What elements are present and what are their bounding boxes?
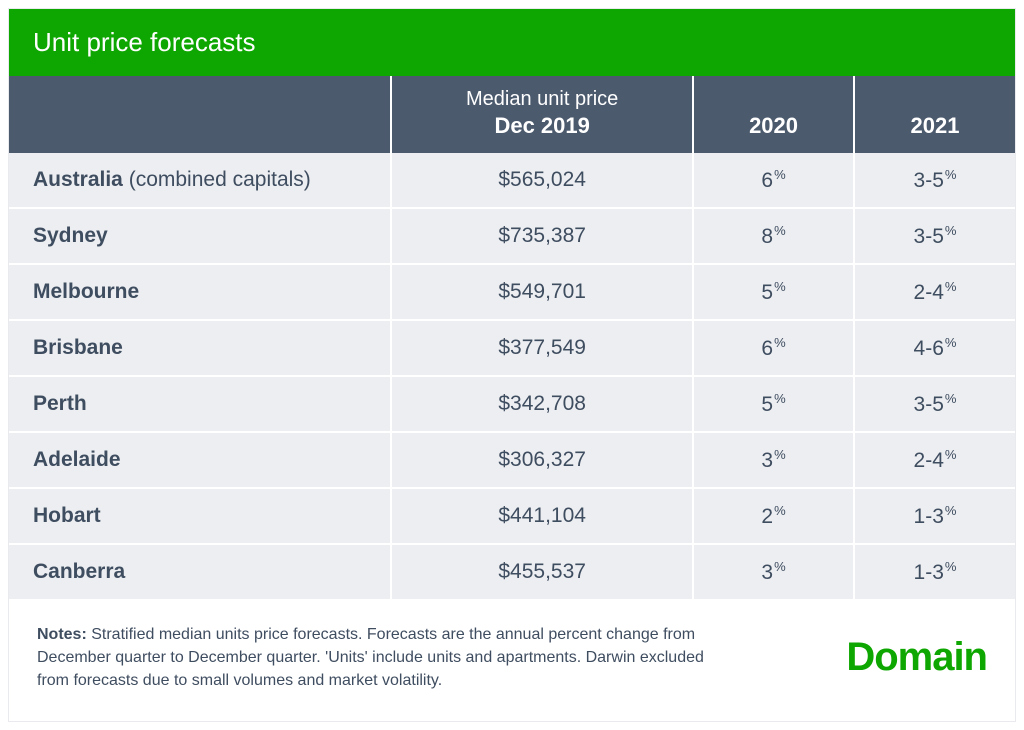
cell-price: $549,701 [391, 264, 693, 320]
table-body: Australia (combined capitals)$565,0246%3… [9, 153, 1015, 599]
table-row: Canberra$455,5373%1-3% [9, 544, 1015, 599]
cell-price: $377,549 [391, 320, 693, 376]
cell-location: Perth [9, 376, 391, 432]
forecast-card: Unit price forecasts Median unit price D… [8, 8, 1016, 722]
cell-location: Sydney [9, 208, 391, 264]
cell-2020: 2% [693, 488, 854, 544]
table-row: Brisbane$377,5496%4-6% [9, 320, 1015, 376]
notes-label: Notes: [37, 626, 87, 643]
cell-2021: 3-5% [854, 208, 1015, 264]
cell-price: $455,537 [391, 544, 693, 599]
col-location [9, 76, 391, 153]
cell-price: $565,024 [391, 153, 693, 208]
cell-location: Adelaide [9, 432, 391, 488]
cell-2020: 5% [693, 376, 854, 432]
col-2020: 2020 [693, 76, 854, 153]
table-row: Australia (combined capitals)$565,0246%3… [9, 153, 1015, 208]
cell-2020: 3% [693, 544, 854, 599]
cell-2020: 6% [693, 153, 854, 208]
cell-2021: 1-3% [854, 488, 1015, 544]
cell-location: Brisbane [9, 320, 391, 376]
cell-2021: 4-6% [854, 320, 1015, 376]
cell-location: Melbourne [9, 264, 391, 320]
cell-2020: 6% [693, 320, 854, 376]
col-2021: 2021 [854, 76, 1015, 153]
cell-location: Australia (combined capitals) [9, 153, 391, 208]
col-median-line2: Dec 2019 [402, 113, 682, 139]
table-row: Melbourne$549,7015%2-4% [9, 264, 1015, 320]
notes: Notes: Stratified median units price for… [37, 623, 717, 693]
card-title: Unit price forecasts [33, 27, 256, 57]
cell-2021: 3-5% [854, 153, 1015, 208]
cell-2021: 2-4% [854, 432, 1015, 488]
domain-logo: Domain [846, 635, 987, 680]
table-row: Hobart$441,1042%1-3% [9, 488, 1015, 544]
cell-price: $441,104 [391, 488, 693, 544]
cell-price: $342,708 [391, 376, 693, 432]
col-median-line1: Median unit price [402, 88, 682, 111]
forecast-table: Median unit price Dec 2019 2020 2021 Aus… [9, 76, 1015, 599]
cell-2021: 2-4% [854, 264, 1015, 320]
cell-2021: 1-3% [854, 544, 1015, 599]
cell-2021: 3-5% [854, 376, 1015, 432]
table-row: Sydney$735,3878%3-5% [9, 208, 1015, 264]
table-row: Adelaide$306,3273%2-4% [9, 432, 1015, 488]
table-header: Median unit price Dec 2019 2020 2021 [9, 76, 1015, 153]
cell-location: Hobart [9, 488, 391, 544]
cell-2020: 5% [693, 264, 854, 320]
title-bar: Unit price forecasts [9, 9, 1015, 76]
cell-2020: 3% [693, 432, 854, 488]
footer: Notes: Stratified median units price for… [9, 599, 1015, 721]
cell-location: Canberra [9, 544, 391, 599]
notes-text: Stratified median units price forecasts.… [37, 626, 704, 689]
cell-2020: 8% [693, 208, 854, 264]
col-median: Median unit price Dec 2019 [391, 76, 693, 153]
cell-price: $306,327 [391, 432, 693, 488]
cell-price: $735,387 [391, 208, 693, 264]
table-row: Perth$342,7085%3-5% [9, 376, 1015, 432]
